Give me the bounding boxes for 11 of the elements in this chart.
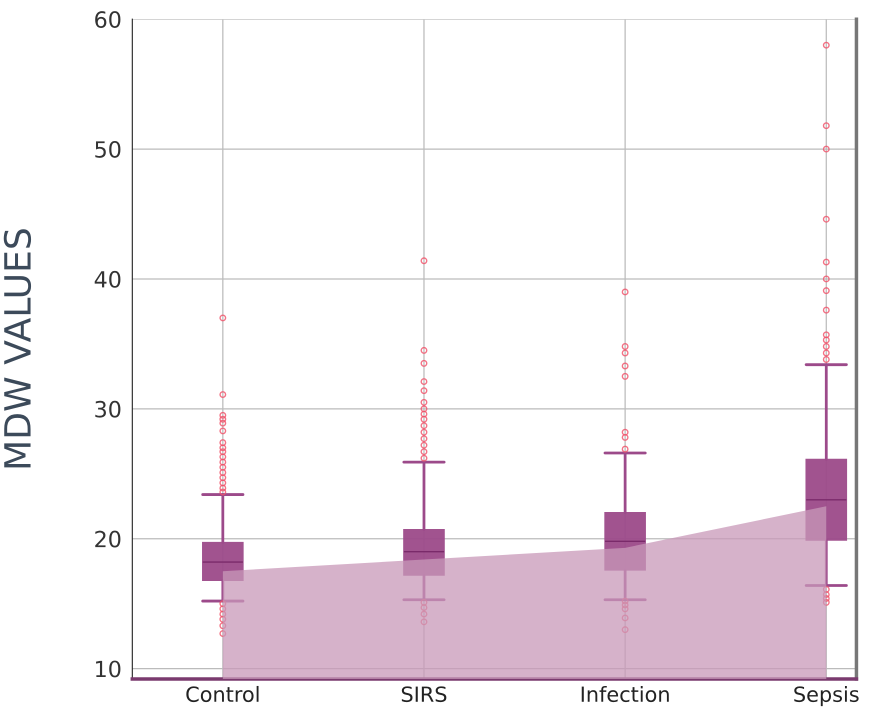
y-tick-label: 50 (95, 141, 120, 158)
y-tick-label: 60 (95, 11, 120, 28)
x-tick-label: Infection (582, 686, 669, 702)
x-tick-label: SIRS (402, 686, 446, 702)
y-tick-label: 10 (96, 660, 120, 678)
x-tick-label: Sepsis (794, 686, 859, 706)
x-tick-label: Control (186, 686, 259, 702)
y-tick-label: 20 (95, 530, 120, 548)
y-tick-label: 30 (95, 400, 120, 418)
y-axis-title: MDW VALUES (4, 229, 32, 468)
y-tick-label: 40 (94, 270, 120, 288)
